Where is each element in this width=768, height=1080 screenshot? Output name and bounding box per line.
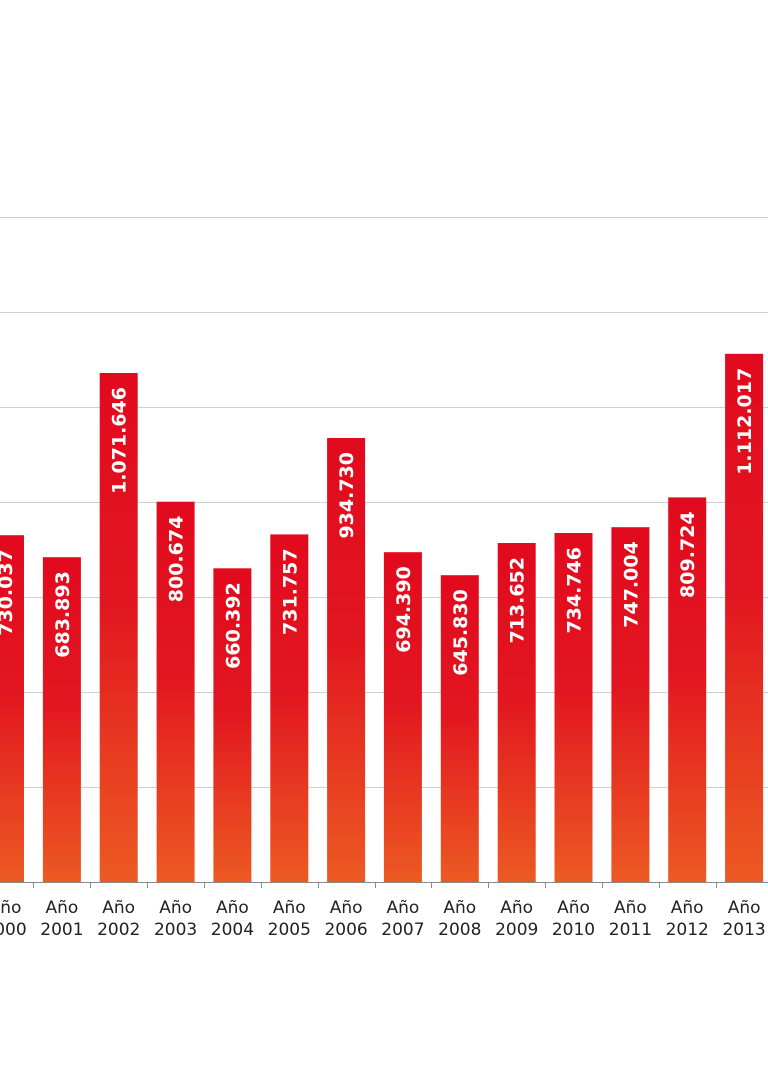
data-label: 731.757 [279, 548, 301, 635]
x-tick-label: Año 2004 [211, 898, 254, 940]
x-tick-label: Año 2005 [268, 898, 311, 940]
x-tick-label: Año 2010 [552, 898, 595, 940]
x-tick-label: Año 2006 [324, 898, 367, 940]
bar [156, 501, 195, 882]
data-label: 800.674 [166, 516, 188, 603]
data-label: 747.004 [620, 541, 642, 628]
bar [0, 535, 24, 882]
bar [270, 534, 309, 882]
bars [0, 353, 764, 882]
bar [554, 533, 593, 882]
data-label: 734.746 [564, 547, 586, 634]
x-tick-label: Año 2003 [154, 898, 197, 940]
bar [611, 527, 650, 882]
data-label: 694.390 [393, 566, 415, 653]
x-tick-label: Año 2001 [40, 898, 83, 940]
data-label: 660.392 [222, 582, 244, 669]
data-labels: 730.037 683.893 1.071.646 800.674 660.392 731… [0, 368, 756, 676]
bar [440, 575, 479, 882]
data-label: 934.730 [336, 452, 358, 539]
data-label: 683.893 [52, 571, 74, 658]
data-label: 730.037 [0, 549, 17, 636]
bar [497, 543, 536, 882]
data-label: 809.724 [677, 511, 699, 598]
bar [383, 552, 422, 882]
x-tick-label: Año 2011 [609, 898, 652, 940]
x-tick-label: Año2000 [0, 898, 27, 940]
bar [42, 557, 81, 882]
x-tick-label: Año 2013 [722, 898, 765, 940]
bar [213, 568, 252, 882]
x-tick-label: Año 2009 [495, 898, 538, 940]
x-tick-label: Año 2008 [438, 898, 481, 940]
bar [725, 353, 764, 882]
data-label: 645.830 [450, 589, 472, 676]
bar [668, 497, 707, 882]
bar [99, 373, 138, 882]
x-tick-label: Año 2007 [381, 898, 424, 940]
x-tick-label: Año 2012 [666, 898, 709, 940]
x-tick-label: Año 2002 [97, 898, 140, 940]
data-label: 713.652 [507, 557, 529, 644]
data-label: 1.071.646 [109, 387, 131, 494]
data-label: 1.112.017 [734, 368, 756, 475]
bar [327, 438, 366, 882]
